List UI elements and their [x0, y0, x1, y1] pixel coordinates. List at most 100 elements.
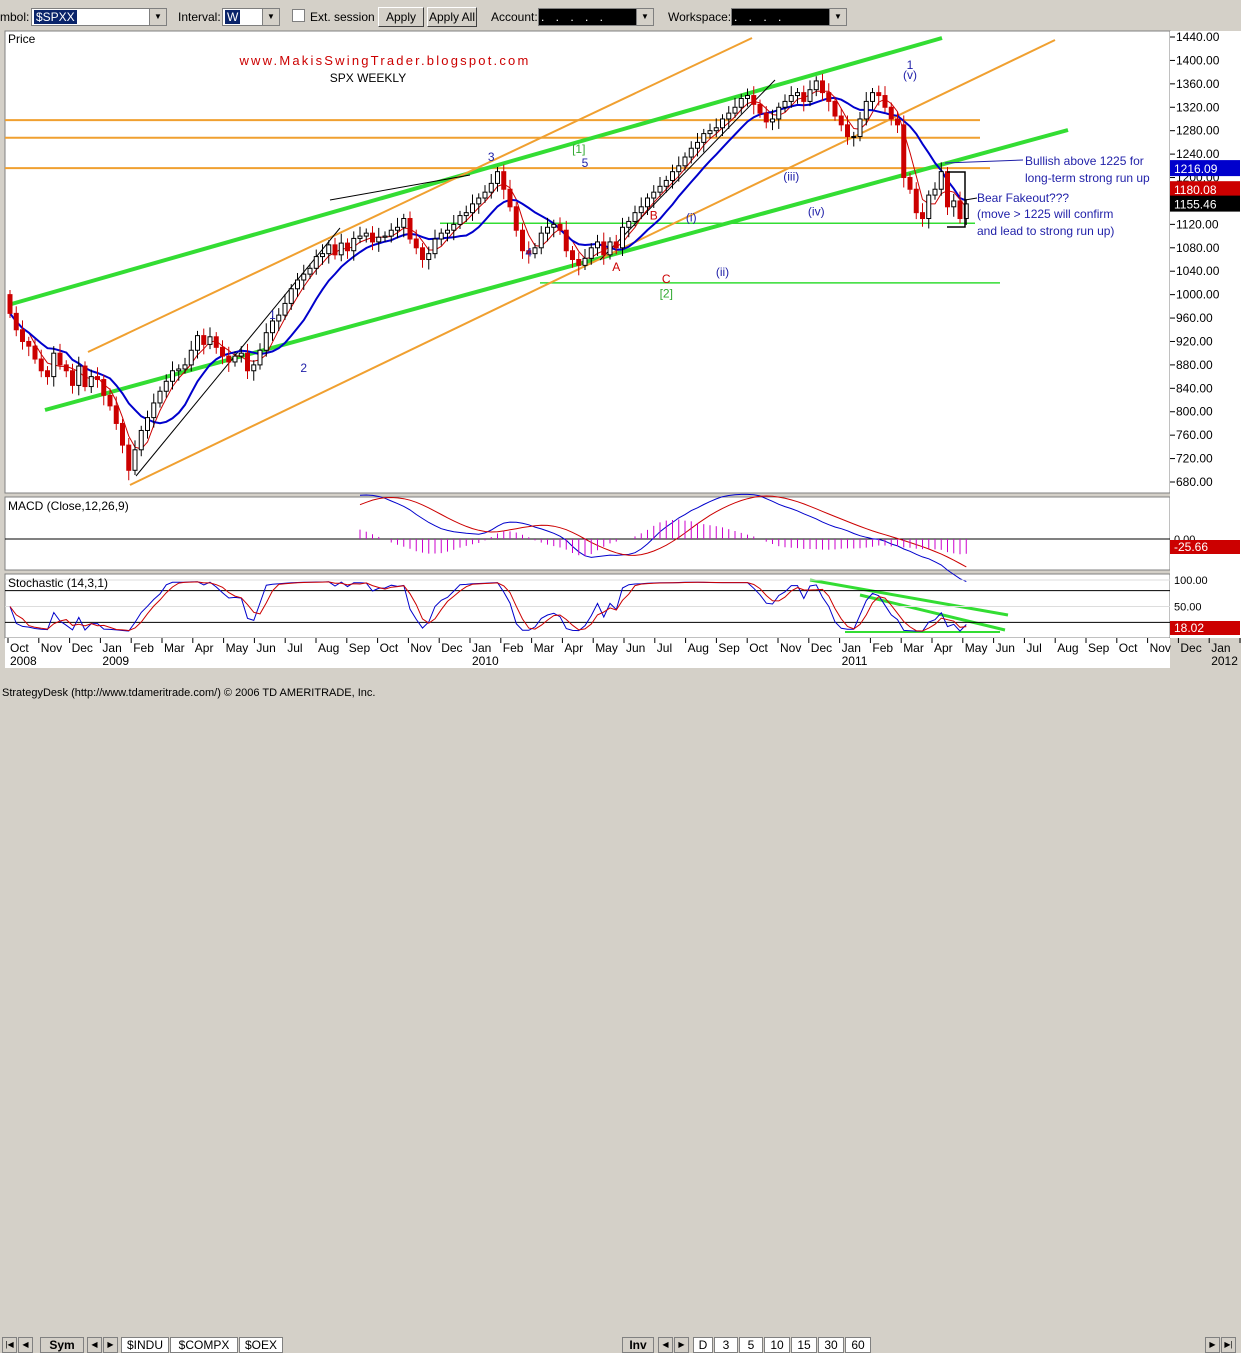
candle-body: [913, 188, 919, 214]
candle-body: [657, 185, 663, 193]
chevron-down-icon[interactable]: ▼: [829, 9, 846, 25]
status-bar: StrategyDesk (http://www.tdameritrade.co…: [0, 686, 1241, 702]
candle-body: [807, 89, 813, 102]
candle-body: [738, 97, 744, 108]
tab-interval-10[interactable]: 10: [764, 1337, 790, 1353]
tab-interval-d[interactable]: D: [693, 1337, 713, 1353]
annotation-bear-3: and lead to strong run up): [977, 224, 1114, 238]
apply-button[interactable]: Apply: [378, 7, 424, 27]
stochastic-d-line: [9, 581, 967, 632]
candle-body: [220, 346, 225, 357]
scroll-right-icon[interactable]: ▶: [674, 1337, 689, 1353]
trend-line: [859, 593, 1006, 632]
candle-body: [188, 349, 194, 366]
candle-body: [938, 171, 944, 190]
macd-panel-title: MACD (Close,12,26,9): [8, 499, 129, 513]
candle-body: [820, 80, 825, 94]
candle-body: [445, 229, 450, 234]
x-tick-label: Apr: [934, 641, 953, 655]
tab-inv[interactable]: Inv: [622, 1337, 654, 1353]
scroll-left-icon[interactable]: ◀: [658, 1337, 673, 1353]
scroll-right-icon[interactable]: ▶: [103, 1337, 118, 1353]
candle-body: [213, 336, 219, 348]
x-tick-label: Dec: [72, 641, 93, 655]
candle-body: [507, 188, 513, 208]
wave-label: 3: [488, 150, 495, 164]
candle-body: [751, 95, 757, 105]
chevron-down-icon[interactable]: ▼: [636, 9, 653, 25]
candle-body: [563, 229, 569, 252]
y-tick-label: 1240.00: [1176, 147, 1220, 161]
interval-select[interactable]: W ▼: [222, 8, 280, 26]
scroll-left-icon[interactable]: ◀: [87, 1337, 102, 1353]
tab-interval-15[interactable]: 15: [791, 1337, 817, 1353]
workspace-select[interactable]: . . . . ▼: [731, 8, 847, 26]
candle-body: [370, 232, 375, 243]
candle-body: [726, 112, 732, 120]
ext-session-label: Ext. session: [310, 10, 375, 24]
candle-body: [207, 336, 213, 345]
interval-value: W: [225, 10, 241, 24]
tab-sym[interactable]: Sym: [40, 1337, 84, 1353]
tab-indu[interactable]: $INDU: [121, 1337, 169, 1353]
x-tick-label: Jul: [287, 641, 302, 655]
chevron-down-icon[interactable]: ▼: [149, 9, 166, 25]
candle-body: [282, 302, 288, 316]
candle-body: [151, 402, 157, 419]
price-badge-label: 1155.46: [1174, 198, 1217, 212]
x-year-label: 2012: [1211, 654, 1238, 668]
candle-body: [113, 405, 119, 424]
x-tick-label: May: [226, 641, 249, 655]
tab-interval-30[interactable]: 30: [818, 1337, 844, 1353]
candle-body: [438, 232, 444, 240]
symbol-select[interactable]: $SPXX ▼: [31, 8, 167, 26]
x-tick-label: Feb: [503, 641, 524, 655]
x-tick-label: Aug: [688, 641, 709, 655]
price-badge: [1170, 181, 1240, 198]
prev-page-icon[interactable]: ◀: [18, 1337, 33, 1353]
next-page-icon[interactable]: ▶: [1205, 1337, 1220, 1353]
tab-oex[interactable]: $OEX: [239, 1337, 283, 1353]
symbol-label: mbol:: [0, 10, 30, 24]
candle-body: [76, 365, 82, 386]
first-page-icon[interactable]: |◀: [2, 1337, 17, 1353]
candle-body: [695, 141, 700, 149]
tab-interval-60[interactable]: 60: [845, 1337, 871, 1353]
last-page-icon[interactable]: ▶|: [1221, 1337, 1236, 1353]
account-select[interactable]: . . . . . ▼: [538, 8, 654, 26]
candle-body: [757, 103, 763, 114]
candle-body: [263, 332, 269, 351]
candle-body: [620, 226, 625, 249]
candle-body: [932, 188, 938, 196]
y-tick-label: 1040.00: [1176, 264, 1220, 278]
candle-body: [520, 229, 525, 252]
candle-body: [888, 106, 894, 120]
candle-body: [707, 130, 713, 135]
y-tick-label: 880.00: [1176, 358, 1213, 372]
account-value: . . . . .: [541, 10, 608, 24]
candle-body: [382, 235, 388, 238]
candle-body: [201, 335, 207, 345]
chevron-down-icon[interactable]: ▼: [262, 9, 279, 25]
tab-compx[interactable]: $COMPX: [170, 1337, 238, 1353]
price-badge: [1170, 195, 1240, 212]
y-tick-label: 960.00: [1176, 311, 1213, 325]
tab-interval-3[interactable]: 3: [714, 1337, 738, 1353]
candle-body: [138, 429, 144, 451]
macd-panel: [4, 496, 1171, 571]
tab-interval-5[interactable]: 5: [739, 1337, 763, 1353]
y-tick-label: 800.00: [1176, 405, 1213, 419]
candle-body: [376, 236, 382, 243]
candle-body: [326, 244, 332, 255]
candle-body: [407, 218, 413, 240]
checkbox-icon[interactable]: [292, 9, 305, 22]
wave-label: [2]: [660, 287, 673, 301]
candle-body: [401, 218, 407, 228]
chart-title: SPX WEEKLY: [330, 71, 406, 85]
apply-all-button[interactable]: Apply All: [427, 7, 477, 27]
wave-label: 1: [907, 58, 914, 72]
candle-body: [332, 244, 338, 256]
candle-body: [832, 100, 838, 117]
candle-body: [863, 100, 869, 120]
x-tick-label: Jan: [842, 641, 861, 655]
